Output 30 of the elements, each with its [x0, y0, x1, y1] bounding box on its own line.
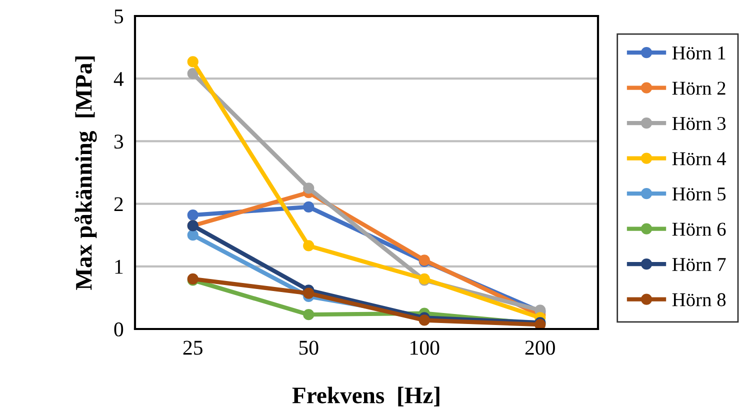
y-tick-label: 5: [114, 10, 124, 24]
x-tick-label: 50: [299, 340, 318, 355]
point: [303, 309, 314, 320]
point: [303, 240, 314, 252]
x-tick-label: 25: [183, 340, 202, 355]
point: [418, 314, 430, 326]
legend-label: Hörn 1: [672, 46, 726, 60]
legend-label: Hörn 5: [672, 188, 726, 201]
point: [303, 288, 314, 299]
legend-label: Hörn 4: [672, 152, 726, 166]
point: [303, 201, 314, 212]
point: [187, 210, 198, 221]
point: [187, 56, 198, 68]
legend-label: Hörn 7: [672, 258, 726, 272]
point: [187, 68, 198, 80]
y-tick-label: 1: [115, 260, 123, 274]
point: [303, 182, 314, 194]
x-tick-label: 100: [410, 340, 440, 355]
legend-label: Hörn 6: [672, 222, 726, 236]
point: [187, 230, 198, 241]
y-tick-label: 3: [114, 134, 124, 149]
y-axis-title: Max påkänning [MPa]: [74, 56, 97, 290]
x-axis-title: Frekvens [Hz]: [292, 386, 440, 406]
y-tick-label: 4: [114, 72, 124, 86]
legend-label: Hörn 3: [672, 116, 726, 130]
legend-label: Hörn 8: [672, 293, 726, 306]
legend-label: Hörn 2: [672, 82, 726, 95]
y-tick-label: 0: [114, 322, 124, 336]
y-tick-label: 2: [114, 197, 123, 212]
x-tick-label: 200: [525, 340, 555, 355]
